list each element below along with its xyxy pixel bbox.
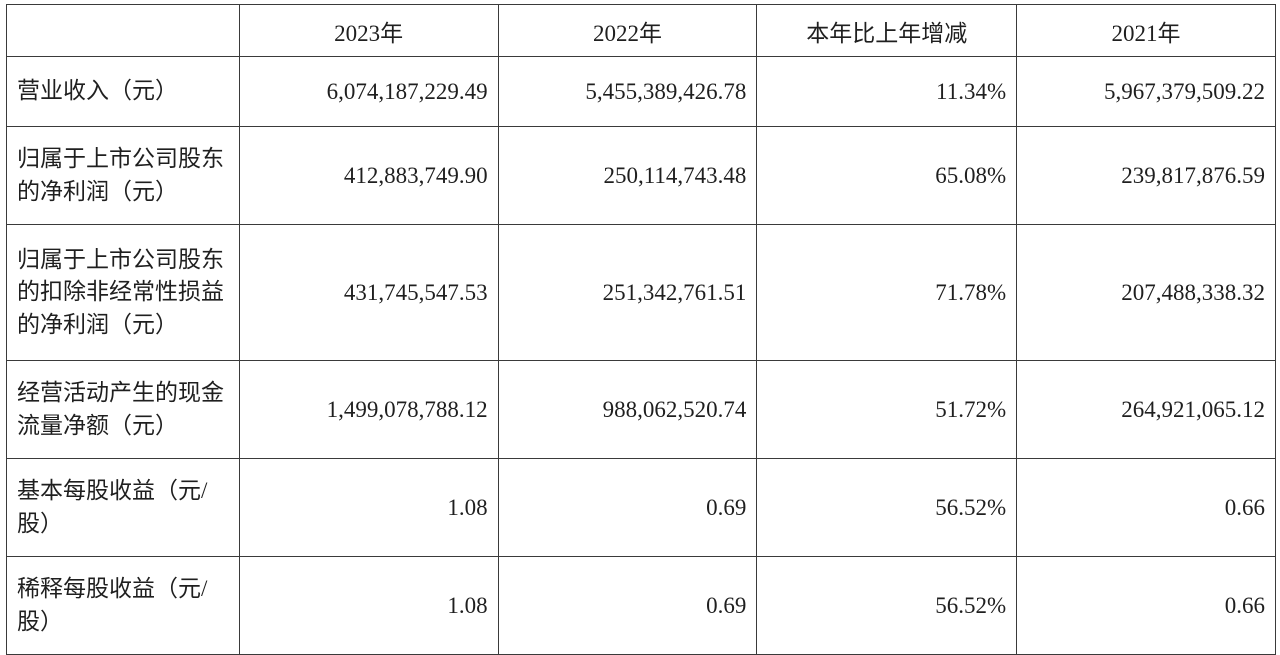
col-header-change: 本年比上年增减 — [757, 5, 1017, 57]
cell-2021: 5,967,379,509.22 — [1017, 57, 1276, 127]
cell-2023: 6,074,187,229.49 — [239, 57, 498, 127]
cell-2023: 1.08 — [239, 459, 498, 557]
financial-table: 2023年 2022年 本年比上年增减 2021年 营业收入（元） 6,074,… — [6, 4, 1276, 655]
col-header-blank — [7, 5, 240, 57]
cell-2021: 264,921,065.12 — [1017, 361, 1276, 459]
cell-2021: 239,817,876.59 — [1017, 127, 1276, 225]
col-header-2021: 2021年 — [1017, 5, 1276, 57]
col-header-2022: 2022年 — [498, 5, 757, 57]
cell-change: 65.08% — [757, 127, 1017, 225]
table-header-row: 2023年 2022年 本年比上年增减 2021年 — [7, 5, 1276, 57]
cell-change: 11.34% — [757, 57, 1017, 127]
table-row: 营业收入（元） 6,074,187,229.49 5,455,389,426.7… — [7, 57, 1276, 127]
cell-change: 56.52% — [757, 459, 1017, 557]
cell-2022: 988,062,520.74 — [498, 361, 757, 459]
table-row: 基本每股收益（元/股） 1.08 0.69 56.52% 0.66 — [7, 459, 1276, 557]
table-row: 归属于上市公司股东的扣除非经常性损益的净利润（元） 431,745,547.53… — [7, 225, 1276, 361]
cell-2023: 412,883,749.90 — [239, 127, 498, 225]
cell-2021: 0.66 — [1017, 557, 1276, 655]
col-header-2023: 2023年 — [239, 5, 498, 57]
table-row: 归属于上市公司股东的净利润（元） 412,883,749.90 250,114,… — [7, 127, 1276, 225]
cell-change: 71.78% — [757, 225, 1017, 361]
row-label: 归属于上市公司股东的扣除非经常性损益的净利润（元） — [7, 225, 240, 361]
cell-2021: 0.66 — [1017, 459, 1276, 557]
row-label: 稀释每股收益（元/股） — [7, 557, 240, 655]
cell-2023: 1,499,078,788.12 — [239, 361, 498, 459]
row-label: 经营活动产生的现金流量净额（元） — [7, 361, 240, 459]
cell-2023: 1.08 — [239, 557, 498, 655]
cell-2022: 5,455,389,426.78 — [498, 57, 757, 127]
cell-2022: 251,342,761.51 — [498, 225, 757, 361]
table-row: 经营活动产生的现金流量净额（元） 1,499,078,788.12 988,06… — [7, 361, 1276, 459]
cell-2022: 0.69 — [498, 557, 757, 655]
row-label: 归属于上市公司股东的净利润（元） — [7, 127, 240, 225]
row-label: 营业收入（元） — [7, 57, 240, 127]
row-label: 基本每股收益（元/股） — [7, 459, 240, 557]
cell-2023: 431,745,547.53 — [239, 225, 498, 361]
cell-change: 56.52% — [757, 557, 1017, 655]
table-row: 稀释每股收益（元/股） 1.08 0.69 56.52% 0.66 — [7, 557, 1276, 655]
cell-change: 51.72% — [757, 361, 1017, 459]
cell-2022: 0.69 — [498, 459, 757, 557]
cell-2021: 207,488,338.32 — [1017, 225, 1276, 361]
cell-2022: 250,114,743.48 — [498, 127, 757, 225]
